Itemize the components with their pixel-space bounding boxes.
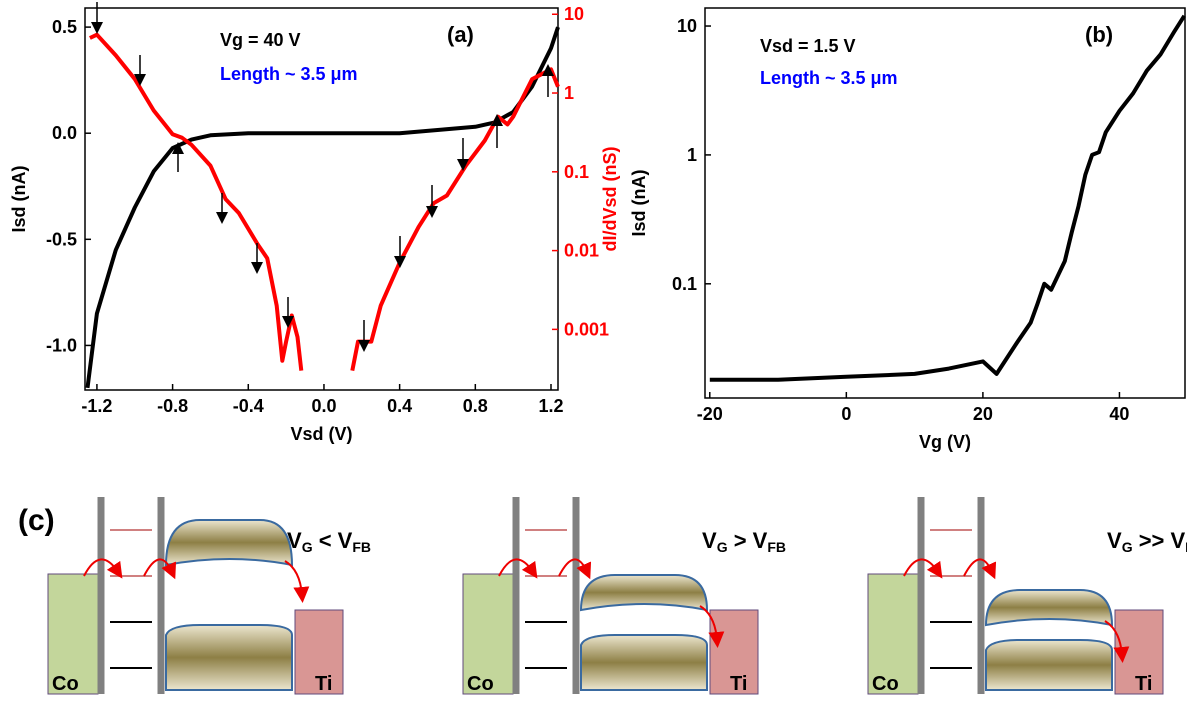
y-tick-label: -1.0 <box>46 335 77 355</box>
band-panel: Co Ti VG < VFB <box>47 497 371 695</box>
y2-tick-label: 0.001 <box>564 319 609 339</box>
panel-label: (a) <box>447 22 474 47</box>
tunnel-arrow <box>83 558 123 579</box>
panel-label: (b) <box>1085 22 1113 47</box>
tunnel-arrow <box>699 605 725 648</box>
annotation: Length ~ 3.5 μm <box>760 68 898 88</box>
electrode-label: Co <box>467 673 494 695</box>
electrode-label: Co <box>52 673 79 695</box>
peak-arrows <box>91 2 554 352</box>
valence-band <box>580 634 708 691</box>
electrode-label: Co <box>872 673 899 695</box>
x-tick-label: 0.4 <box>387 396 412 416</box>
y2-tick-label: 10 <box>564 4 584 24</box>
y2-axis-label: dI/dVsd (nS) <box>600 147 620 252</box>
y-axis-label: Isd (nA) <box>629 170 649 237</box>
tunnel-arrow <box>284 560 310 603</box>
co-electrode <box>47 573 99 695</box>
condition-part: G <box>717 539 728 555</box>
gate-condition: VG < VFB <box>287 528 371 555</box>
x-tick-label: 1.2 <box>538 396 563 416</box>
x-axis-label: Vg (V) <box>919 432 971 452</box>
gate-condition: VG > VFB <box>702 528 786 555</box>
condition-part: > V <box>728 528 768 553</box>
band-panel: Co Ti VG >> VFB <box>867 497 1187 695</box>
x-tick-label: 40 <box>1109 404 1129 424</box>
y-tick-label: 0.1 <box>672 274 697 294</box>
y-tick-label: 0.0 <box>52 123 77 143</box>
condition-part: FB <box>352 539 371 555</box>
condition-part: FB <box>767 539 786 555</box>
tunnel-arrow <box>143 558 177 580</box>
annotation: Length ~ 3.5 μm <box>220 64 358 84</box>
plot-frame <box>84 7 559 391</box>
condition-part: G <box>302 539 313 555</box>
y-tick-label: 1 <box>687 145 697 165</box>
x-axis-label: Vsd (V) <box>290 424 352 444</box>
band-panel: Co Ti VG > VFB <box>462 497 786 695</box>
electrode-label: Ti <box>315 673 332 695</box>
electrode-label: Ti <box>1135 673 1152 695</box>
y-axis-label: Isd (nA) <box>9 166 29 233</box>
x-tick-label: 0.8 <box>463 396 488 416</box>
condition-part: >> V <box>1133 528 1186 553</box>
tunnel-arrow <box>1104 620 1130 663</box>
data-line <box>709 14 1186 382</box>
data-line <box>89 32 560 371</box>
ti-electrode <box>709 609 759 695</box>
electrode-label: Ti <box>730 673 747 695</box>
valence-band <box>165 624 293 691</box>
gate-condition: VG >> VFB <box>1107 528 1187 555</box>
conduction-band <box>984 589 1114 627</box>
y-tick-label: -0.5 <box>46 229 77 249</box>
y-tick-label: 10 <box>677 16 697 36</box>
x-tick-label: -1.2 <box>81 396 112 416</box>
tunnel-arrow <box>498 558 538 579</box>
tunnel-arrow <box>903 558 943 579</box>
x-tick-label: -0.8 <box>157 396 188 416</box>
tunnel-arrow <box>558 558 592 580</box>
y2-tick-label: 0.1 <box>564 162 589 182</box>
ti-electrode <box>294 609 344 695</box>
valence-band <box>985 639 1113 691</box>
condition-part: V <box>287 528 302 553</box>
x-tick-label: 20 <box>973 404 993 424</box>
x-tick-label: 0.0 <box>311 396 336 416</box>
y-tick-label: 0.5 <box>52 17 77 37</box>
conduction-band <box>164 519 294 567</box>
y2-tick-label: 0.01 <box>564 241 599 261</box>
plot-frame <box>704 7 1186 399</box>
panel-label: (c) <box>18 504 55 537</box>
condition-part: V <box>1107 528 1122 553</box>
condition-part: FB <box>1185 539 1187 555</box>
condition-part: < V <box>313 528 353 553</box>
y2-tick-label: 1 <box>564 83 574 103</box>
condition-part: G <box>1122 539 1133 555</box>
condition-part: V <box>702 528 717 553</box>
annotation: Vg = 40 V <box>220 30 301 50</box>
conduction-band <box>579 574 709 612</box>
annotation: Vsd = 1.5 V <box>760 36 856 56</box>
x-tick-label: 0 <box>841 404 851 424</box>
tunnel-arrow <box>963 558 997 580</box>
x-tick-label: -0.4 <box>233 396 264 416</box>
x-tick-label: -20 <box>697 404 723 424</box>
